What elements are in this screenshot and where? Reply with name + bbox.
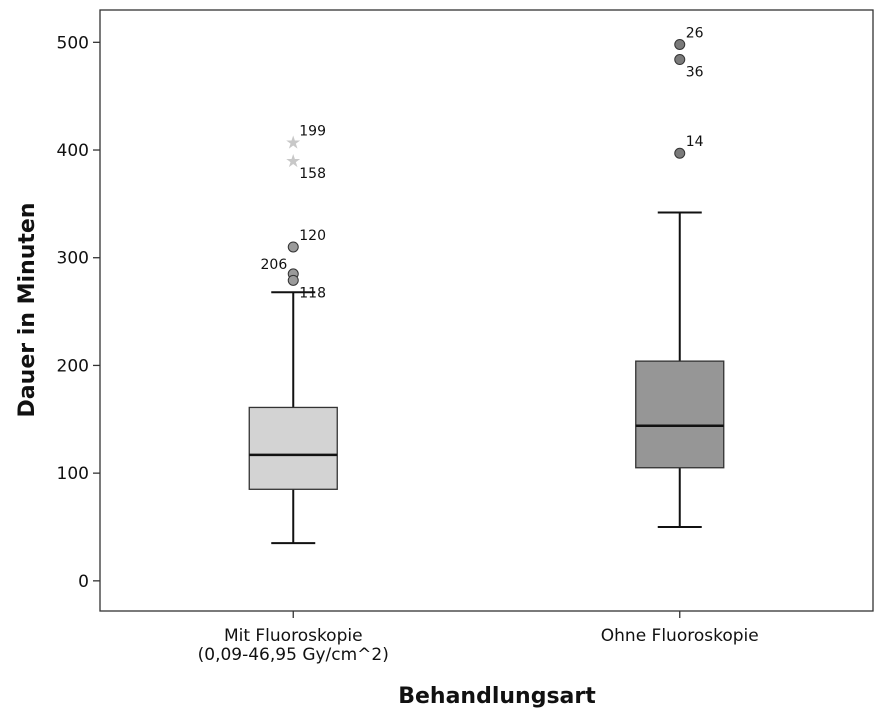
y-axis-title: Dauer in Minuten	[15, 203, 40, 418]
outlier-point	[674, 54, 686, 66]
y-axis: 0 100 200 300 400 500	[57, 33, 100, 592]
outlier-point	[287, 274, 299, 286]
outlier-point	[287, 241, 299, 253]
x-axis-title: Behandlungsart	[398, 684, 596, 709]
y-tick-label: 400	[57, 141, 89, 161]
y-tick-label: 300	[57, 249, 89, 269]
outlier-label: 199	[299, 123, 326, 139]
outlier-label: 206	[261, 257, 288, 273]
x-category-label: (0,09-46,95 Gy/cm^2)	[198, 645, 389, 665]
box-group: 26 36 14	[635, 25, 725, 528]
x-axis: Mit Fluoroskopie(0,09-46,95 Gy/cm^2) Ohne…	[198, 611, 759, 665]
y-tick-label: 200	[57, 356, 89, 376]
extreme-star-point: ★	[285, 132, 301, 153]
y-tick-label: 0	[78, 572, 89, 592]
y-tick-label: 100	[57, 464, 89, 484]
plot-area-frame	[99, 9, 874, 612]
outlier-label: 14	[686, 134, 704, 150]
outlier-label: 26	[686, 25, 704, 41]
outlier-label: 120	[299, 228, 326, 244]
outlier-label: 36	[686, 65, 704, 81]
outlier-label: 118	[299, 285, 326, 301]
iqr-box	[248, 406, 338, 490]
x-category-label: Ohne Fluoroskopie	[601, 626, 759, 646]
outlier-label: 158	[299, 166, 326, 182]
x-category-label: Mit Fluoroskopie	[224, 626, 363, 646]
outlier-point	[674, 38, 686, 50]
outlier-point	[674, 147, 686, 159]
extreme-star-point: ★	[285, 151, 301, 172]
iqr-box	[635, 360, 725, 469]
y-tick-label: 500	[57, 33, 89, 53]
